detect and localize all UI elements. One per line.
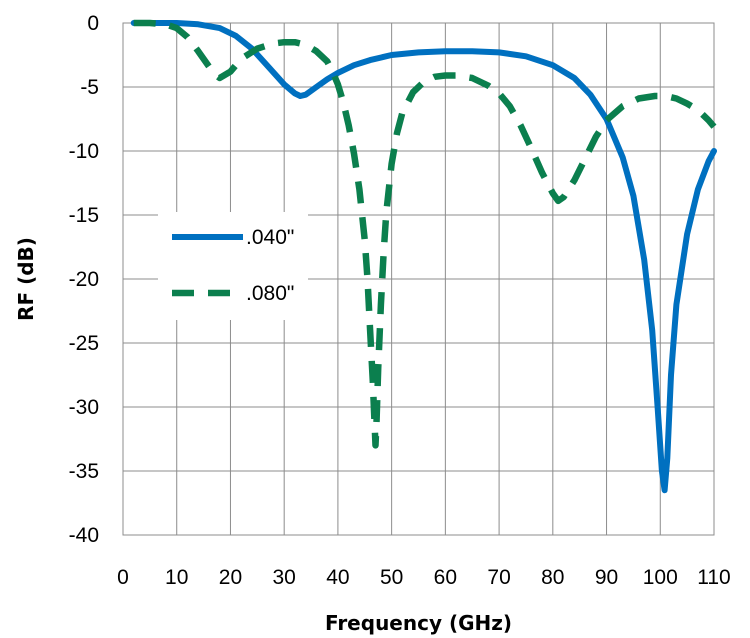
x-tick-label: 70 [487, 566, 510, 589]
legend-label-1: .040" [246, 226, 294, 249]
series-line-1 [130, 20, 717, 494]
x-tick-label: 110 [697, 566, 730, 589]
plot-area [122, 22, 715, 536]
x-tick-label: 10 [165, 566, 188, 589]
y-axis-ticks: 0 -5 -10 -15 -20 -25 -30 -35 -40 [69, 12, 99, 547]
x-tick-label: 30 [273, 566, 296, 589]
x-tick-label: 80 [541, 566, 564, 589]
y-axis-title: RF (dB) [14, 237, 38, 321]
x-tick-label: 100 [643, 566, 678, 589]
x-axis-ticks: 0 10 20 30 40 50 60 70 80 90 100 110 [117, 566, 731, 589]
y-tick-label: -25 [69, 332, 99, 355]
x-tick-label: 0 [117, 566, 129, 589]
legend-box [158, 212, 308, 320]
y-tick-label: -30 [69, 396, 99, 419]
x-tick-label: 60 [434, 566, 457, 589]
x-axis-title: Frequency (GHz) [325, 611, 512, 635]
x-tick-label: 90 [595, 566, 618, 589]
legend-label-2: .080" [246, 282, 294, 305]
y-tick-label: -15 [69, 204, 99, 227]
legend: .040" .080" [158, 212, 308, 320]
x-tick-label: 40 [326, 566, 349, 589]
y-tick-label: -10 [69, 140, 99, 163]
series-layer [130, 19, 717, 494]
x-tick-label: 50 [380, 566, 403, 589]
series-line-2 [133, 19, 717, 449]
plot-border [122, 22, 715, 536]
x-tick-label: 20 [219, 566, 242, 589]
y-tick-label: 0 [87, 12, 99, 35]
y-tick-label: -35 [69, 460, 99, 483]
y-tick-label: -5 [80, 76, 99, 99]
y-tick-label: -40 [69, 524, 99, 547]
y-tick-label: -20 [69, 268, 99, 291]
